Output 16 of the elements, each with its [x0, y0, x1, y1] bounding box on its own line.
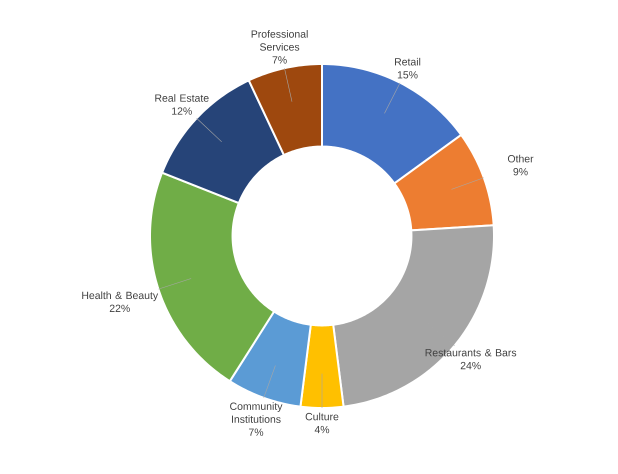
slice-label: Restaurants & Bars — [426, 349, 516, 356]
slice-label: Real Estate — [155, 94, 209, 102]
slice-label: Professional Services — [252, 30, 308, 51]
slice-label: Other — [508, 154, 534, 162]
slice-label: Community Institutions — [230, 402, 282, 423]
data-label: 12% — [172, 107, 192, 115]
data-label: 7% — [272, 56, 287, 64]
data-label: 15% — [398, 71, 418, 78]
data-label: 24% — [460, 362, 481, 370]
data-label: 9% — [513, 168, 528, 176]
slice-label: Retail — [395, 58, 420, 66]
slice-label: Culture — [306, 412, 338, 420]
data-label: 4% — [314, 426, 330, 434]
data-label: 7% — [249, 428, 264, 436]
slice-label: Health & Beauty — [82, 291, 158, 302]
data-label: 22% — [110, 304, 130, 312]
